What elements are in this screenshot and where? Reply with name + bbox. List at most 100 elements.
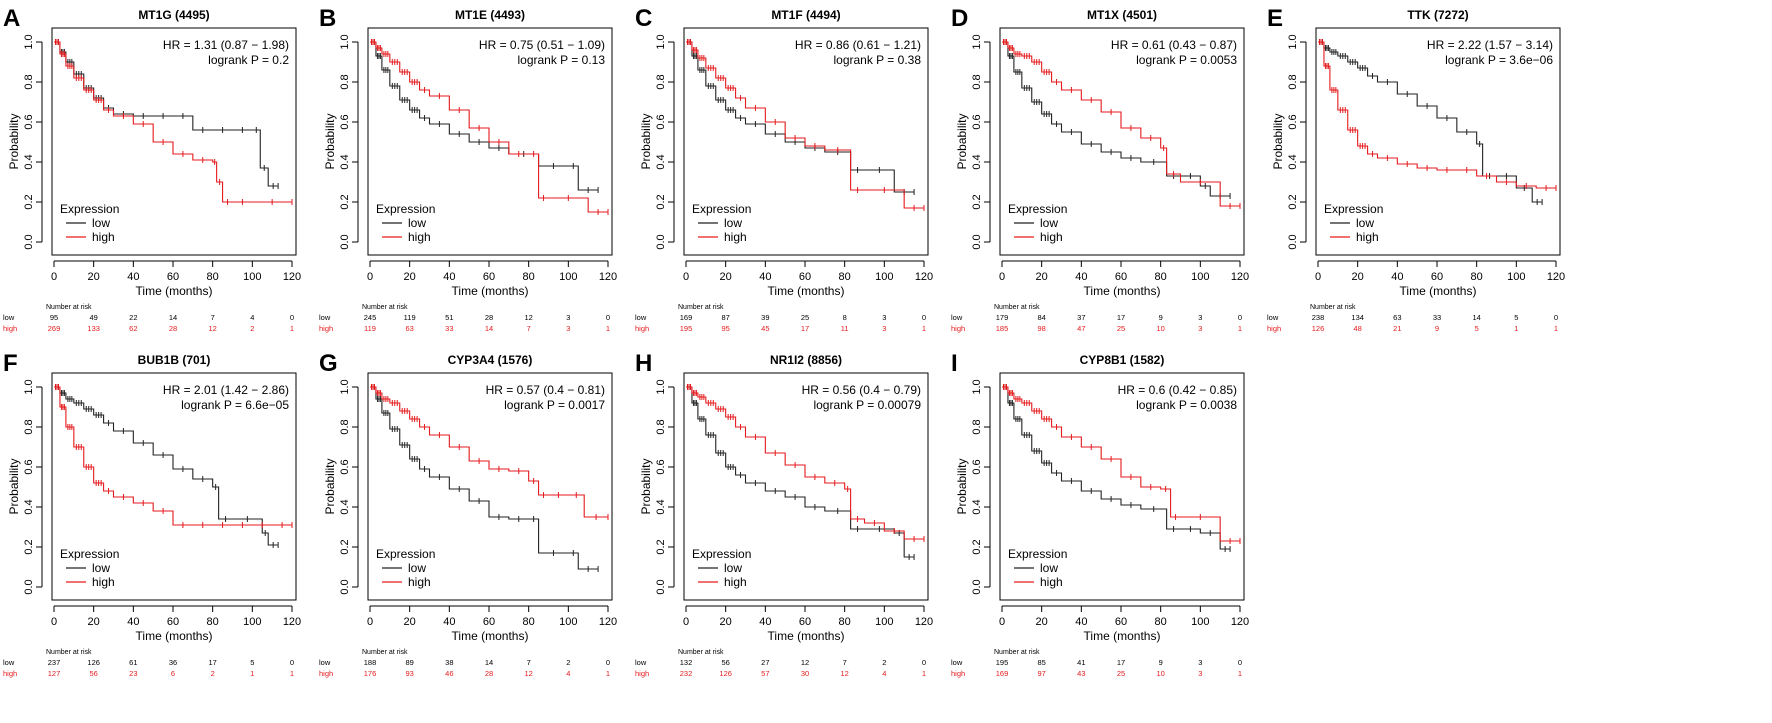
y-axis: 0.0 0.2 0.4 0.6 0.8 1.0 [1287,34,1307,250]
risk-count: 7 [211,313,215,322]
risk-count: 14 [485,324,493,333]
risk-count: 1 [1514,324,1518,333]
km-panel-d: D MT1X (4501) 0.0 0.2 0.4 0.6 0.8 1.0 Probabilit… [951,5,1249,333]
x-tick-label: 120 [915,271,933,283]
risk-count: 119 [404,313,416,322]
y-tick-label: 0.6 [655,114,667,129]
risk-table-header: Number at risk [46,649,92,656]
risk-count: 0 [290,658,294,667]
risk-count: 133 [87,324,100,333]
x-tick-label: 100 [559,271,577,283]
risk-row-label-high: high [635,669,649,678]
x-tick-label: 80 [207,271,219,283]
risk-row-label-low: low [319,313,331,322]
plot-frame [1315,27,1561,256]
risk-count: 45 [761,324,769,333]
y-tick-label: 1.0 [655,34,667,49]
y-tick-label: 0.2 [23,194,35,209]
risk-count: 3 [1198,669,1202,678]
x-tick-label: 80 [839,616,851,628]
plot-frame [51,372,297,601]
y-tick-label: 0.2 [655,539,667,554]
plot-frame [51,27,297,256]
risk-table-header: Number at risk [362,304,408,311]
risk-count: 8 [843,313,847,322]
x-axis: 0 20 40 60 80 100 120 [367,605,617,628]
x-tick-label: 80 [1155,271,1167,283]
risk-count: 4 [250,313,254,322]
risk-count: 33 [445,324,453,333]
x-axis: 0 20 40 60 80 100 120 [999,260,1249,283]
y-tick-label: 0.6 [971,114,983,129]
hr-annotation: HR = 1.31 (0.87 − 1.98) [163,38,289,52]
x-axis: 0 20 40 60 80 100 120 [51,260,301,283]
x-tick-label: 0 [683,616,689,628]
x-axis-label: Time (months) [1084,284,1161,298]
x-tick-label: 80 [1471,271,1483,283]
x-tick-label: 100 [1191,271,1209,283]
risk-count: 169 [680,313,693,322]
risk-count: 11 [841,324,849,333]
risk-count: 25 [1117,324,1125,333]
y-tick-label: 1.0 [339,34,351,49]
y-axis: 0.0 0.2 0.4 0.6 0.8 1.0 [655,379,675,595]
chart-title: BUB1B (701) [138,353,211,367]
legend-title: Expression [376,202,435,216]
y-tick-label: 0.2 [23,539,35,554]
x-tick-label: 80 [1155,616,1167,628]
y-tick-label: 0.8 [1287,74,1299,89]
risk-count: 5 [1475,324,1479,333]
risk-count: 39 [761,313,769,322]
risk-count: 188 [364,658,377,667]
y-tick-label: 0.4 [971,154,983,169]
legend-title: Expression [376,547,435,561]
risk-count: 127 [48,669,61,678]
risk-table-header: Number at risk [994,649,1040,656]
risk-count: 4 [566,669,570,678]
x-tick-label: 80 [839,271,851,283]
risk-row-label-low: low [635,313,647,322]
km-panel-i: I CYP8B1 (1582) 0.0 0.2 0.4 0.6 0.8 1.0 Probabil… [951,350,1249,678]
risk-row-label-low: low [1267,313,1279,322]
risk-count: 0 [1238,658,1242,667]
risk-count: 14 [1472,313,1480,322]
risk-row-label-high: high [319,324,333,333]
survival-curve-high [686,41,924,209]
risk-count: 9 [1159,313,1163,322]
hr-annotation: HR = 2.01 (1.42 − 2.86) [163,383,289,397]
risk-count: 245 [364,313,377,322]
risk-count: 12 [840,669,848,678]
x-tick-label: 80 [523,616,535,628]
risk-count: 56 [721,658,729,667]
x-tick-label: 100 [1191,616,1209,628]
y-axis: 0.0 0.2 0.4 0.6 0.8 1.0 [339,379,359,595]
x-tick-label: 20 [720,271,732,283]
km-panel-e: E TTK (7272) 0.0 0.2 0.4 0.6 0.8 1.0 Probability… [1267,5,1565,333]
legend-label-low: low [92,561,110,575]
risk-count: 14 [169,313,177,322]
legend-title: Expression [692,547,751,561]
y-tick-label: 0.2 [655,194,667,209]
risk-count: 57 [761,669,769,678]
risk-count: 12 [208,324,216,333]
y-tick-label: 1.0 [23,379,35,394]
y-tick-label: 1.0 [971,34,983,49]
legend-title: Expression [1008,547,1067,561]
x-tick-label: 100 [875,616,893,628]
risk-count: 49 [89,313,97,322]
risk-table: Number at risk low 238 134 63 33 14 5 0 high 126 48… [1267,304,1558,333]
y-tick-label: 0.0 [339,234,351,249]
y-tick-label: 0.0 [339,579,351,594]
risk-table: Number at risk low 245 119 51 28 12 3 0 high 119 63… [319,304,610,333]
y-tick-label: 0.6 [1287,114,1299,129]
x-tick-label: 20 [1036,616,1048,628]
x-tick-label: 0 [683,271,689,283]
